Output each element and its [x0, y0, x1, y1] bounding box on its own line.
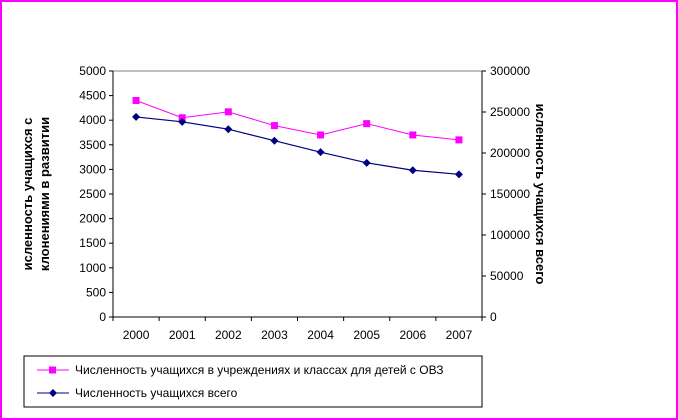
right-tick-label: 50000: [490, 269, 524, 283]
series-line-total: [135, 116, 459, 175]
x-tick-label: 2005: [353, 328, 380, 342]
right-tick-label: 250000: [490, 105, 530, 119]
data-point-total: [316, 148, 325, 157]
x-tick-label: 2000: [123, 328, 150, 342]
legend-marker-total: [49, 389, 57, 397]
left-tick-label: 2500: [79, 187, 106, 201]
data-point-total: [362, 158, 371, 167]
data-point-ovz: [317, 131, 325, 139]
right-tick-label: 200000: [490, 146, 530, 160]
left-tick-label: 5000: [79, 64, 106, 78]
left-tick-label: 2000: [79, 212, 106, 226]
left-tick-label: 3500: [79, 138, 106, 152]
x-tick-label: 2003: [261, 328, 288, 342]
legend-entry-ovz: Численность учащихся в учреждениях и кла…: [37, 363, 443, 377]
right-axis-title: исленность учащихся всего: [533, 104, 548, 285]
data-point-ovz: [363, 120, 371, 128]
x-tick-label: 2006: [399, 328, 426, 342]
x-tick-label: 2007: [446, 328, 473, 342]
legend-marker-ovz: [49, 366, 56, 374]
left-tick-label: 0: [99, 310, 106, 324]
data-point-total: [270, 136, 279, 145]
legend-entry-total: Численность учащихся всего: [37, 386, 238, 400]
data-point-ovz: [270, 122, 278, 130]
data-point-total: [132, 112, 141, 121]
plot-area: [112, 70, 483, 318]
data-point-total: [178, 117, 187, 126]
right-tick-label: 100000: [490, 228, 530, 242]
left-tick-label: 4000: [79, 113, 106, 127]
x-tick-label: 2001: [169, 328, 196, 342]
right-tick-label: 150000: [490, 187, 530, 201]
data-point-total: [454, 170, 463, 179]
left-axis-title-line1: исленность учащихся с: [20, 118, 35, 271]
data-point-ovz: [178, 114, 186, 122]
left-tick-label: 3000: [79, 162, 106, 176]
left-tick-label: 4500: [79, 89, 106, 103]
data-point-total: [408, 166, 417, 175]
data-point-ovz: [132, 97, 140, 105]
left-axis-title-line2: клонениями в развитии: [37, 117, 52, 271]
x-tick-label: 2004: [307, 328, 334, 342]
legend-label-total: Численность учащихся всего: [75, 386, 238, 400]
x-tick-label: 2002: [215, 328, 242, 342]
data-point-total: [224, 125, 233, 134]
data-point-ovz: [409, 131, 417, 139]
right-tick-label: 0: [490, 310, 497, 324]
legend-box: [23, 355, 483, 408]
left-tick-label: 500: [86, 285, 106, 299]
right-tick-label: 300000: [490, 64, 530, 78]
series-line-ovz: [135, 100, 459, 141]
left-tick-label: 1500: [79, 236, 106, 250]
data-point-ovz: [455, 136, 463, 144]
data-point-ovz: [224, 108, 232, 116]
legend-label-ovz: Численность учащихся в учреждениях и кла…: [75, 363, 443, 377]
left-tick-label: 1000: [79, 261, 106, 275]
